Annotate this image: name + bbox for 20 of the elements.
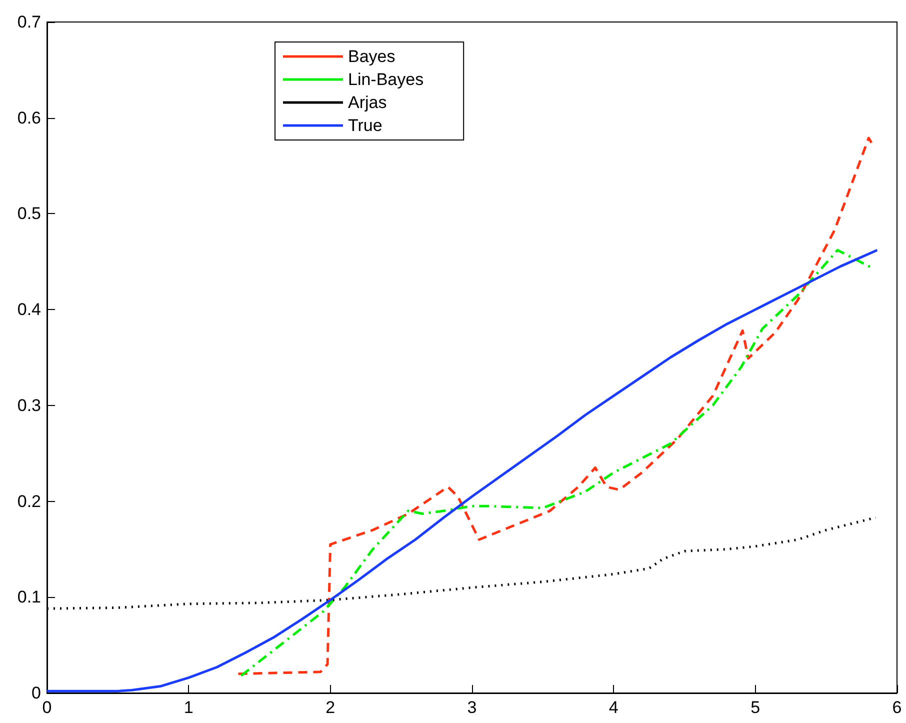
x-tick-label: 6 xyxy=(892,698,902,717)
y-tick-label: 0.2 xyxy=(17,492,41,511)
x-tick-label: 1 xyxy=(184,698,194,717)
x-tick-label: 2 xyxy=(326,698,336,717)
y-tick-label: 0.6 xyxy=(17,108,41,128)
legend-label: True xyxy=(348,116,382,135)
line-series xyxy=(237,136,873,676)
legend-label: Lin-Bayes xyxy=(348,70,424,89)
y-tick-label: 0.5 xyxy=(17,204,41,224)
y-tick-label: 0 xyxy=(32,684,41,702)
y-tick-label: 0.1 xyxy=(17,588,41,607)
line-series xyxy=(46,248,878,692)
y-tick-label: 0.3 xyxy=(17,396,41,415)
x-tick-label: 5 xyxy=(750,698,760,717)
legend-label: Bayes xyxy=(348,47,396,66)
legend-label: Arjas xyxy=(348,93,387,112)
y-tick-label: 0.4 xyxy=(17,300,41,320)
x-tick-label: 3 xyxy=(467,698,477,717)
x-tick-label: 4 xyxy=(608,698,618,717)
y-tick-label: 0.7 xyxy=(17,12,41,32)
